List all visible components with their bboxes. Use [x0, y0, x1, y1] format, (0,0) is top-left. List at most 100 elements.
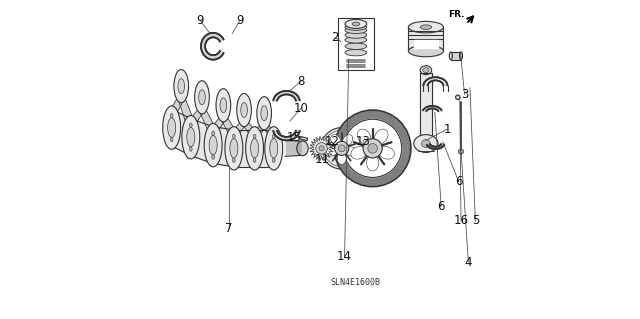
Text: 6: 6	[455, 175, 463, 188]
Text: 9: 9	[196, 14, 204, 27]
Polygon shape	[413, 40, 438, 48]
Ellipse shape	[337, 152, 346, 165]
Circle shape	[316, 143, 327, 154]
Ellipse shape	[374, 129, 388, 144]
Ellipse shape	[225, 127, 243, 170]
Ellipse shape	[379, 147, 394, 159]
Ellipse shape	[273, 158, 275, 162]
Ellipse shape	[174, 70, 189, 103]
Ellipse shape	[345, 19, 367, 28]
Text: 14: 14	[337, 250, 352, 263]
Polygon shape	[273, 130, 300, 140]
Text: 8: 8	[297, 75, 305, 88]
Polygon shape	[346, 59, 353, 67]
Polygon shape	[459, 149, 463, 154]
Text: 3: 3	[461, 88, 468, 100]
Circle shape	[368, 144, 378, 153]
Ellipse shape	[232, 134, 236, 138]
Ellipse shape	[460, 52, 463, 60]
Bar	[300, 136, 308, 141]
Polygon shape	[241, 122, 259, 135]
Ellipse shape	[408, 21, 444, 33]
Polygon shape	[273, 91, 300, 101]
Circle shape	[335, 141, 349, 155]
Ellipse shape	[253, 158, 256, 162]
Ellipse shape	[420, 66, 431, 75]
Ellipse shape	[449, 52, 452, 60]
Ellipse shape	[422, 68, 429, 73]
Circle shape	[321, 128, 362, 169]
Ellipse shape	[168, 118, 176, 137]
Ellipse shape	[189, 147, 192, 151]
Text: SLN4E1600B: SLN4E1600B	[331, 278, 381, 287]
Circle shape	[319, 146, 324, 151]
Ellipse shape	[273, 134, 275, 138]
Polygon shape	[234, 130, 255, 167]
Circle shape	[323, 130, 360, 167]
Polygon shape	[420, 73, 431, 140]
Ellipse shape	[326, 147, 338, 156]
Ellipse shape	[346, 147, 357, 156]
Bar	[337, 18, 374, 70]
Text: 16: 16	[454, 214, 468, 227]
Ellipse shape	[414, 135, 438, 152]
Ellipse shape	[357, 129, 371, 144]
Text: 2: 2	[332, 31, 339, 44]
Polygon shape	[422, 106, 442, 112]
Text: 15: 15	[287, 131, 302, 144]
Ellipse shape	[187, 127, 195, 147]
Text: FR.: FR.	[448, 10, 465, 19]
Text: 1: 1	[444, 123, 451, 136]
Ellipse shape	[297, 141, 308, 156]
Text: 6: 6	[438, 200, 445, 213]
Text: 9: 9	[236, 14, 243, 27]
Text: 13: 13	[356, 136, 371, 148]
Ellipse shape	[265, 127, 283, 170]
Ellipse shape	[253, 134, 256, 138]
Ellipse shape	[420, 25, 431, 29]
Polygon shape	[172, 109, 191, 156]
Ellipse shape	[212, 131, 214, 135]
Ellipse shape	[237, 93, 252, 127]
Text: 7: 7	[225, 222, 233, 234]
Ellipse shape	[345, 24, 367, 30]
Ellipse shape	[178, 79, 184, 93]
Ellipse shape	[246, 127, 264, 170]
Ellipse shape	[345, 49, 367, 56]
Polygon shape	[191, 119, 213, 164]
Text: 10: 10	[293, 102, 308, 115]
Ellipse shape	[182, 115, 200, 159]
Ellipse shape	[189, 123, 192, 127]
Polygon shape	[426, 143, 445, 149]
Ellipse shape	[422, 139, 430, 148]
Text: 5: 5	[472, 214, 479, 227]
Ellipse shape	[344, 54, 355, 61]
Ellipse shape	[345, 43, 367, 49]
Ellipse shape	[342, 135, 353, 146]
Ellipse shape	[345, 32, 367, 38]
Ellipse shape	[251, 138, 259, 158]
Polygon shape	[420, 73, 423, 140]
Circle shape	[334, 110, 411, 187]
Text: 12: 12	[324, 136, 339, 148]
Polygon shape	[310, 136, 333, 160]
Polygon shape	[255, 130, 274, 167]
Ellipse shape	[195, 81, 209, 114]
Ellipse shape	[261, 106, 268, 121]
Circle shape	[456, 95, 460, 100]
Circle shape	[344, 119, 402, 177]
Polygon shape	[213, 127, 234, 167]
Ellipse shape	[241, 103, 248, 117]
Ellipse shape	[198, 90, 205, 105]
Polygon shape	[209, 117, 227, 132]
Ellipse shape	[209, 135, 217, 155]
Ellipse shape	[351, 147, 367, 159]
Ellipse shape	[269, 138, 278, 158]
Polygon shape	[285, 140, 303, 156]
Polygon shape	[229, 122, 248, 135]
Ellipse shape	[408, 45, 444, 57]
Text: 11: 11	[315, 153, 330, 166]
Polygon shape	[429, 73, 431, 140]
Ellipse shape	[232, 158, 236, 162]
Ellipse shape	[230, 138, 238, 158]
